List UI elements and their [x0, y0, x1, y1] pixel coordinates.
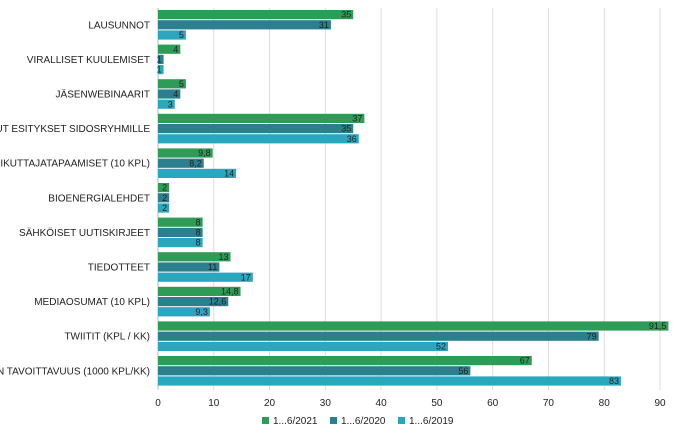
bar: [158, 44, 181, 54]
x-tick-label: 0: [155, 398, 161, 409]
bar: [158, 227, 203, 237]
bar-value-label: 1: [157, 65, 162, 75]
category-label: MEDIAOSUMAT (10 KPL): [34, 297, 150, 308]
bar: [158, 89, 181, 99]
bar-value-label: 5: [179, 79, 184, 89]
x-tick-label: 10: [208, 398, 220, 409]
bar: [158, 272, 253, 282]
bar: [158, 99, 175, 109]
bar-value-label: 17: [241, 272, 251, 282]
category-label: TWIITIT (KPL / KK): [64, 332, 150, 343]
x-tick-label: 70: [543, 398, 555, 409]
bar-value-label: 52: [436, 342, 446, 352]
category-label: AIKUTTAJATAPAAMISET (10 KPL): [0, 159, 150, 170]
category-label: MUUT ESITYKSET SIDOSRYHMILLE: [0, 124, 150, 135]
legend-swatch: [398, 417, 405, 424]
bar-value-label: 2: [162, 183, 167, 193]
bar: [158, 30, 186, 40]
bar-value-label: 9,8: [198, 148, 211, 158]
bar-value-label: 8: [196, 238, 201, 248]
bar: [158, 158, 204, 168]
bar-value-label: 83: [609, 376, 619, 386]
x-tick-label: 80: [599, 398, 611, 409]
bar: [158, 20, 331, 30]
bar-value-label: 4: [173, 44, 178, 54]
bar: [158, 297, 229, 307]
bar: [158, 376, 621, 386]
bar-value-label: 1: [157, 55, 162, 65]
bar: [158, 331, 599, 341]
category-label: TIEDOTTEET: [88, 263, 150, 274]
bar: [158, 238, 203, 248]
bar-value-label: 2: [162, 203, 167, 213]
bar-value-label: 3: [168, 99, 173, 109]
bar-value-label: 8: [196, 217, 201, 227]
bar-value-label: 12,6: [209, 297, 227, 307]
bar: [158, 203, 170, 213]
bar: [158, 113, 365, 123]
bar-value-label: 35: [341, 124, 351, 134]
bar: [158, 252, 231, 262]
bar-value-label: 11: [208, 262, 217, 272]
bar-value-label: 31: [319, 20, 329, 30]
bar-value-label: 56: [458, 366, 468, 376]
category-label: SÄHKÖISET UUTISKIRJEET: [19, 227, 150, 239]
category-label: VIRALLISET KUULEMISET: [27, 55, 150, 66]
bar-value-label: 8,2: [189, 158, 202, 168]
bar: [158, 366, 471, 376]
bar-value-label: 36: [347, 134, 357, 144]
bar-value-label: 9,3: [195, 307, 208, 317]
x-tick-label: 50: [431, 398, 443, 409]
bar: [158, 65, 164, 75]
bar: [158, 286, 241, 296]
legend-swatch: [262, 417, 269, 424]
bar: [158, 183, 170, 193]
bar-value-label: 91,5: [649, 321, 667, 331]
bar-value-label: 14: [224, 169, 234, 179]
bar: [158, 217, 203, 227]
bar: [158, 321, 669, 331]
x-tick-label: 60: [487, 398, 499, 409]
bar-value-label: 37: [352, 114, 362, 124]
x-tick-label: 90: [654, 398, 666, 409]
bar: [158, 356, 532, 366]
bar: [158, 134, 359, 144]
bar-value-label: 14,8: [221, 287, 239, 297]
bar: [158, 54, 164, 64]
bar-value-label: 35: [341, 10, 351, 20]
category-label: JÄSENWEBINAARIT: [56, 89, 150, 101]
bar-value-label: 67: [520, 356, 530, 366]
bar: [158, 10, 354, 20]
bar-value-label: 8: [196, 228, 201, 238]
category-label: BIOENERGIALEHDET: [48, 193, 150, 204]
bar: [158, 262, 220, 272]
category-label: EN TAVOITTAVUUS (1000 KPL/KK): [0, 366, 150, 377]
bar-value-label: 13: [218, 252, 228, 262]
bar: [158, 341, 449, 351]
bar-value-label: 4: [173, 89, 178, 99]
legend-label: 1...6/2021: [273, 416, 318, 427]
bar-value-label: 2: [162, 193, 167, 203]
bar-value-label: 5: [179, 30, 184, 40]
bar: [158, 307, 210, 317]
bar-value-label: 79: [587, 331, 597, 341]
legend-swatch: [330, 417, 337, 424]
bar: [158, 79, 186, 89]
x-tick-label: 30: [320, 398, 332, 409]
category-label: LAUSUNNOT: [88, 20, 150, 31]
bar: [158, 124, 354, 134]
x-tick-label: 40: [376, 398, 388, 409]
legend-label: 1...6/2020: [341, 416, 386, 427]
x-tick-label: 20: [264, 398, 276, 409]
bar: [158, 193, 170, 203]
bar: [158, 148, 213, 158]
legend-label: 1...6/2019: [409, 416, 454, 427]
bar: [158, 168, 237, 178]
